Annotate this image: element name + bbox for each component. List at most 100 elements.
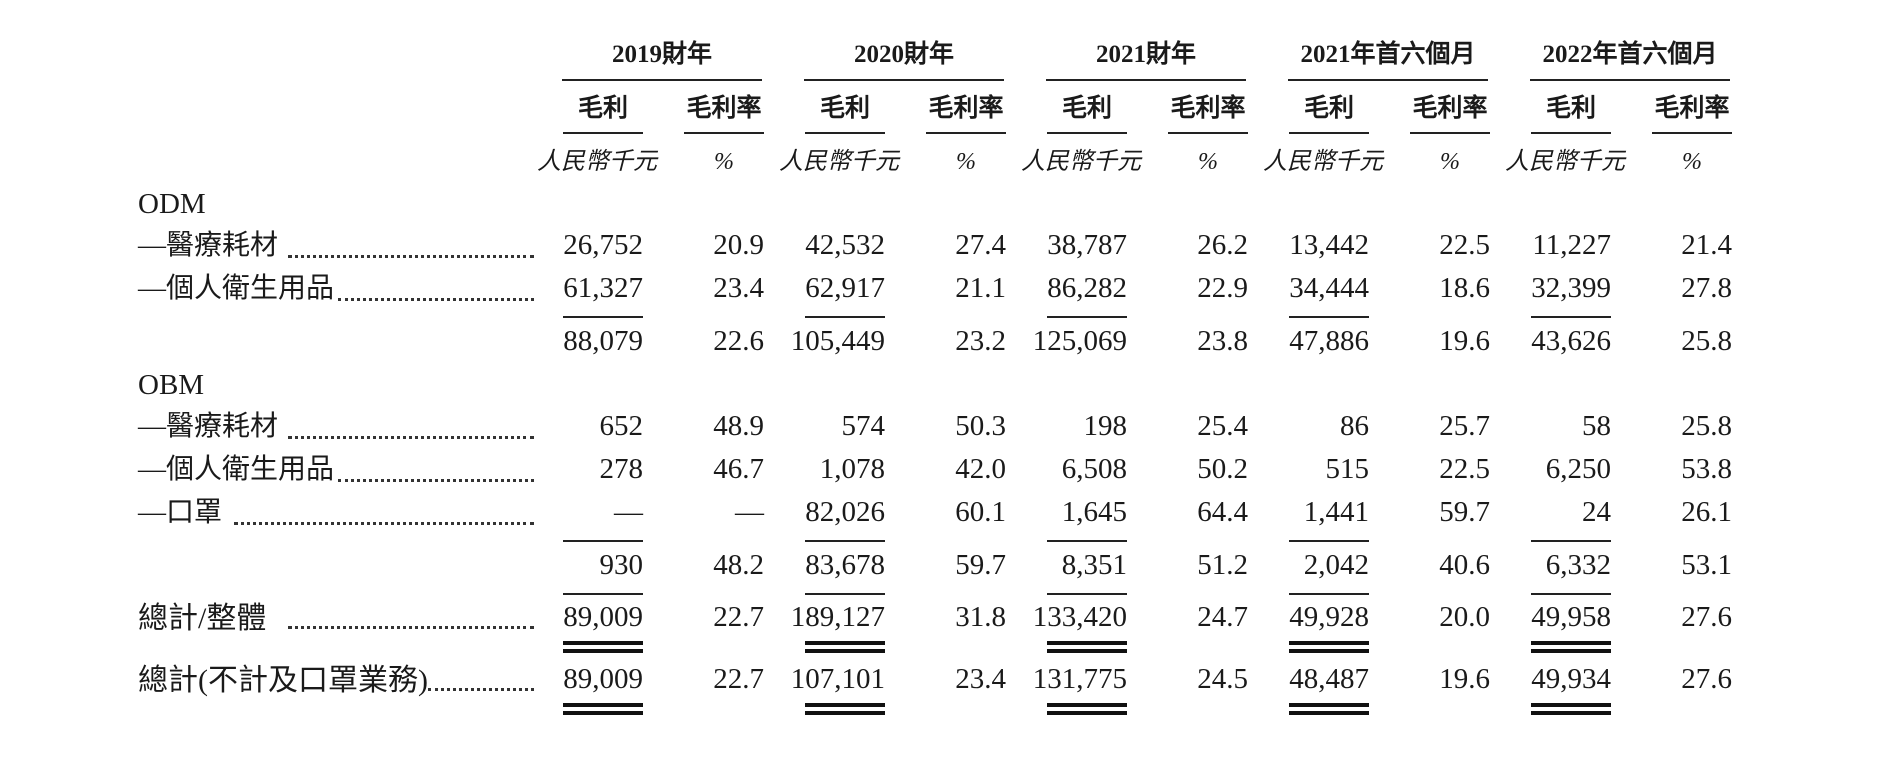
subtotal-cell: 51.2 bbox=[1197, 549, 1248, 581]
gross-profit-header: 毛利 bbox=[1061, 95, 1112, 122]
table-cell: 27.8 bbox=[1681, 272, 1732, 304]
total-cell: 49,958 bbox=[1531, 601, 1611, 633]
total-cell: 89,009 bbox=[563, 601, 643, 633]
table-cell: 1,441 bbox=[1303, 496, 1369, 528]
subtotal-cell: 48.2 bbox=[713, 549, 764, 581]
total-cell: 49,928 bbox=[1289, 601, 1369, 633]
leader-dots bbox=[338, 298, 534, 301]
leader-dots bbox=[338, 479, 534, 482]
unit-rmb: 人民幣千元 bbox=[1263, 149, 1383, 175]
table-cell: 42,532 bbox=[805, 229, 885, 261]
subtotal-cell: 2,042 bbox=[1303, 549, 1369, 581]
total-cell: 89,009 bbox=[563, 663, 643, 695]
table-cell: 198 bbox=[1083, 410, 1128, 442]
total-cell: 23.4 bbox=[955, 663, 1006, 695]
subtotal-rule bbox=[1531, 316, 1611, 318]
table-cell: 22.5 bbox=[1439, 229, 1490, 261]
total-cell: 133,420 bbox=[1032, 601, 1127, 633]
period-header: 2021年首六個月 bbox=[1300, 41, 1476, 68]
table-cell: 278 bbox=[599, 453, 644, 485]
total-cell: 22.7 bbox=[713, 663, 764, 695]
subtotal-cell: 25.8 bbox=[1681, 325, 1732, 357]
table-cell: 1,078 bbox=[819, 453, 885, 485]
margin-header: 毛利率 bbox=[928, 95, 1004, 122]
table-cell: 22.5 bbox=[1439, 453, 1490, 485]
subtotal-cell: 88,079 bbox=[563, 325, 643, 357]
table-cell: 26.1 bbox=[1681, 496, 1732, 528]
subtotal-cell: 23.2 bbox=[955, 325, 1006, 357]
margin-underline bbox=[1168, 132, 1248, 134]
table-cell: 62,917 bbox=[805, 272, 885, 304]
double-underline bbox=[1531, 641, 1611, 653]
table-cell: 64.4 bbox=[1197, 496, 1248, 528]
subtotal-rule bbox=[805, 540, 885, 542]
table-cell: 50.2 bbox=[1197, 453, 1248, 485]
row-label: —醫療耗材 bbox=[138, 411, 279, 442]
gross-profit-underline bbox=[805, 132, 885, 134]
table-cell: 24 bbox=[1582, 496, 1611, 528]
total-cell: 24.5 bbox=[1197, 663, 1248, 695]
table-cell: 26,752 bbox=[563, 229, 643, 261]
double-underline bbox=[1047, 641, 1127, 653]
total-cell: 19.6 bbox=[1439, 663, 1490, 695]
subtotal-cell: 40.6 bbox=[1439, 549, 1490, 581]
gross-profit-header: 毛利 bbox=[577, 95, 628, 122]
total-cell: 27.6 bbox=[1681, 663, 1732, 695]
unit-percent: % bbox=[714, 149, 734, 175]
double-underline bbox=[1289, 641, 1369, 653]
margin-underline bbox=[684, 132, 764, 134]
table-cell: 82,026 bbox=[805, 496, 885, 528]
row-label: —個人衛生用品 bbox=[138, 454, 335, 485]
double-underline bbox=[1289, 703, 1369, 715]
total-cell: 31.8 bbox=[955, 601, 1006, 633]
leader-dots bbox=[234, 522, 534, 525]
double-underline bbox=[563, 703, 643, 715]
subtotal-rule bbox=[1289, 316, 1369, 318]
period-header: 2022年首六個月 bbox=[1542, 41, 1718, 68]
unit-percent: % bbox=[1682, 149, 1702, 175]
unit-rmb: 人民幣千元 bbox=[537, 149, 657, 175]
leader-dots bbox=[288, 255, 534, 258]
subtotal-cell: 19.6 bbox=[1439, 325, 1490, 357]
total-cell: 48,487 bbox=[1289, 663, 1369, 695]
period-underline bbox=[562, 79, 762, 81]
table-cell: — bbox=[735, 496, 764, 528]
total-rule bbox=[1531, 593, 1611, 595]
row-label: —醫療耗材 bbox=[138, 230, 279, 261]
total-cell: 131,775 bbox=[1032, 663, 1127, 695]
table-cell: 46.7 bbox=[713, 453, 764, 485]
gross-profit-header: 毛利 bbox=[1303, 95, 1354, 122]
table-cell: 26.2 bbox=[1197, 229, 1248, 261]
unit-rmb: 人民幣千元 bbox=[1505, 149, 1625, 175]
subtotal-rule bbox=[1531, 540, 1611, 542]
table-cell: 515 bbox=[1325, 453, 1370, 485]
leader-dots bbox=[428, 688, 534, 691]
table-cell: 574 bbox=[841, 410, 886, 442]
gross-profit-underline bbox=[1531, 132, 1611, 134]
double-underline bbox=[805, 703, 885, 715]
margin-underline bbox=[1652, 132, 1732, 134]
table-cell: 86 bbox=[1340, 410, 1369, 442]
table-cell: 60.1 bbox=[955, 496, 1006, 528]
margin-underline bbox=[926, 132, 1006, 134]
subtotal-rule bbox=[1047, 316, 1127, 318]
subtotal-cell: 53.1 bbox=[1681, 549, 1732, 581]
table-cell: 23.4 bbox=[713, 272, 764, 304]
unit-percent: % bbox=[956, 149, 976, 175]
table-cell: — bbox=[614, 496, 643, 528]
double-underline bbox=[1047, 703, 1127, 715]
period-header: 2019財年 bbox=[611, 41, 712, 68]
table-cell: 652 bbox=[599, 410, 644, 442]
total-rule bbox=[1047, 593, 1127, 595]
subtotal-cell: 22.6 bbox=[713, 325, 764, 357]
table-cell: 18.6 bbox=[1439, 272, 1490, 304]
section-title-obm: OBM bbox=[138, 369, 205, 401]
table-cell: 13,442 bbox=[1289, 229, 1369, 261]
table-cell: 21.4 bbox=[1681, 229, 1732, 261]
unit-percent: % bbox=[1198, 149, 1218, 175]
total-cell: 107,101 bbox=[790, 663, 885, 695]
table-cell: 11,227 bbox=[1532, 229, 1611, 261]
table-cell: 42.0 bbox=[955, 453, 1006, 485]
subtotal-rule bbox=[805, 316, 885, 318]
table-cell: 34,444 bbox=[1289, 272, 1369, 304]
